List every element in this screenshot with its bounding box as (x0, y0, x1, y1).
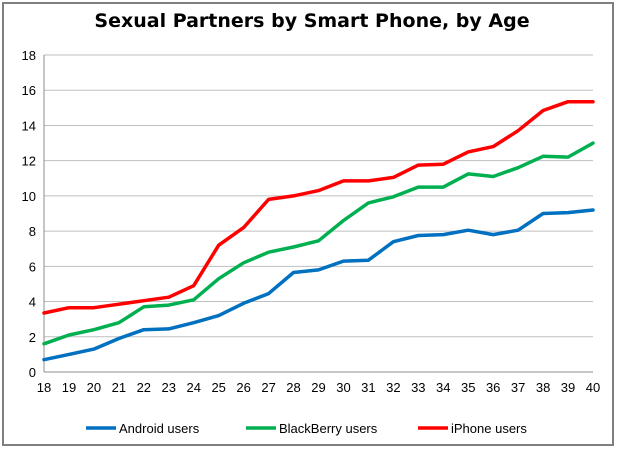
y-tick-label: 16 (22, 83, 36, 98)
series-line-android-users (42, 208, 595, 362)
x-tick-label: 36 (486, 380, 500, 395)
x-tick-label: 38 (536, 380, 550, 395)
x-tick-label: 32 (386, 380, 400, 395)
x-tick-label: 30 (336, 380, 350, 395)
gridlines (44, 54, 593, 338)
x-tick-label: 18 (37, 380, 51, 395)
y-tick-label: 8 (29, 224, 36, 239)
y-tick-label: 4 (29, 295, 36, 310)
y-tick-label: 6 (29, 259, 36, 274)
y-tick-label: 2 (29, 330, 36, 345)
x-tick-label: 29 (311, 380, 325, 395)
y-tick-label: 10 (22, 189, 36, 204)
legend: Android users BlackBerry users iPhone user… (86, 421, 527, 436)
y-tick-label: 12 (22, 154, 36, 169)
x-tick-label: 37 (511, 380, 525, 395)
y-tick-label: 14 (22, 118, 36, 133)
x-tick-label: 22 (137, 380, 151, 395)
series-lines (42, 99, 595, 362)
x-tick-label: 34 (436, 380, 450, 395)
x-tick-label: 25 (211, 380, 225, 395)
x-tick-label: 35 (461, 380, 475, 395)
legend-label-android-users: Android users (119, 421, 200, 436)
x-tick-label: 31 (361, 380, 375, 395)
x-tick-label: 33 (411, 380, 425, 395)
series-line-iphone-users (42, 99, 595, 315)
x-tick-label: 24 (186, 380, 200, 395)
chart-title: Sexual Partners by Smart Phone, by Age (94, 10, 529, 32)
legend-label-blackberry-users: BlackBerry users (279, 421, 378, 436)
y-tick-label: 0 (29, 365, 36, 380)
x-tick-label: 27 (261, 380, 275, 395)
x-tick-labels: 18 19 20 21 22 23 24 25 26 27 28 29 30 31 32 33 34 35 36 37… (37, 380, 600, 395)
x-tick-label: 21 (112, 380, 126, 395)
legend-label-iphone-users: iPhone users (451, 421, 527, 436)
x-tick-label: 28 (286, 380, 300, 395)
x-tick-label: 40 (586, 380, 600, 395)
axes (43, 55, 593, 373)
x-tick-label: 20 (87, 380, 101, 395)
series-line-blackberry-users (42, 141, 595, 346)
x-tick-label: 39 (561, 380, 575, 395)
x-tick-label: 26 (236, 380, 250, 395)
y-tick-label: 18 (22, 48, 36, 63)
x-tick-label: 23 (162, 380, 176, 395)
x-tick-label: 19 (62, 380, 76, 395)
y-tick-labels: 0 2 4 6 8 10 12 14 16 18 (22, 48, 36, 380)
